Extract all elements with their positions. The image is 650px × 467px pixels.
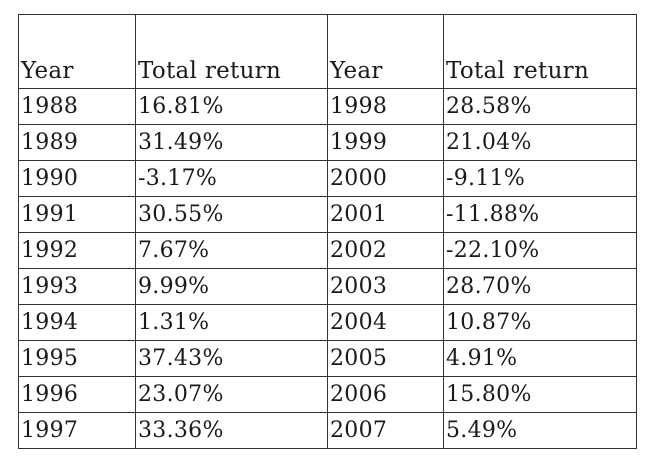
year-cell: 1996 (18, 376, 136, 413)
return-cell: 28.58% (443, 88, 637, 125)
table-row: 1992 7.67% 2002 -22.10% (18, 232, 637, 269)
table-row: 1996 23.07% 2006 15.80% (18, 376, 637, 413)
table-row: 1989 31.49% 1999 21.04% (18, 124, 637, 161)
year-cell: 2002 (327, 232, 444, 269)
return-cell: 1.31% (135, 304, 328, 341)
table-row: 1994 1.31% 2004 10.87% (18, 304, 637, 341)
year-cell: 2005 (327, 340, 444, 377)
year-cell: 1988 (18, 88, 136, 125)
return-cell: 28.70% (443, 268, 637, 305)
year-cell: 1992 (18, 232, 136, 269)
year-cell: 2004 (327, 304, 444, 341)
return-cell: 33.36% (135, 412, 328, 449)
table-row: 1995 37.43% 2005 4.91% (18, 340, 637, 377)
table-header: Year Total return Year Total return (18, 14, 637, 89)
return-cell: 5.49% (443, 412, 637, 449)
table-row: 1990 -3.17% 2000 -9.11% (18, 160, 637, 197)
year-cell: 2001 (327, 196, 444, 233)
year-cell: 1990 (18, 160, 136, 197)
return-cell: 31.49% (135, 124, 328, 161)
return-cell: 10.87% (443, 304, 637, 341)
return-cell: -9.11% (443, 160, 637, 197)
header-row: Year Total return Year Total return (18, 14, 637, 89)
header-year-right: Year (327, 14, 444, 89)
header-year-left: Year (18, 14, 136, 89)
year-cell: 2006 (327, 376, 444, 413)
table-row: 1997 33.36% 2007 5.49% (18, 412, 637, 449)
year-cell: 2000 (327, 160, 444, 197)
year-cell: 1991 (18, 196, 136, 233)
return-cell: 21.04% (443, 124, 637, 161)
return-cell: 37.43% (135, 340, 328, 377)
year-cell: 1995 (18, 340, 136, 377)
year-cell: 1999 (327, 124, 444, 161)
year-cell: 1997 (18, 412, 136, 449)
table-row: 1991 30.55% 2001 -11.88% (18, 196, 637, 233)
year-cell: 1993 (18, 268, 136, 305)
year-cell: 1994 (18, 304, 136, 341)
return-cell: 15.80% (443, 376, 637, 413)
return-cell: 4.91% (443, 340, 637, 377)
header-total-return-left: Total return (135, 14, 328, 89)
return-cell: -11.88% (443, 196, 637, 233)
return-cell: 9.99% (135, 268, 328, 305)
table-row: 1988 16.81% 1998 28.58% (18, 88, 637, 125)
year-cell: 1998 (327, 88, 444, 125)
year-cell: 2003 (327, 268, 444, 305)
table-body: 1988 16.81% 1998 28.58% 1989 31.49% 1999… (18, 88, 637, 449)
header-total-return-right: Total return (443, 14, 637, 89)
returns-table: Year Total return Year Total return 1988… (18, 14, 637, 449)
year-cell: 2007 (327, 412, 444, 449)
table-row: 1993 9.99% 2003 28.70% (18, 268, 637, 305)
return-cell: 16.81% (135, 88, 328, 125)
return-cell: 23.07% (135, 376, 328, 413)
year-cell: 1989 (18, 124, 136, 161)
return-cell: 7.67% (135, 232, 328, 269)
return-cell: -22.10% (443, 232, 637, 269)
return-cell: -3.17% (135, 160, 328, 197)
return-cell: 30.55% (135, 196, 328, 233)
